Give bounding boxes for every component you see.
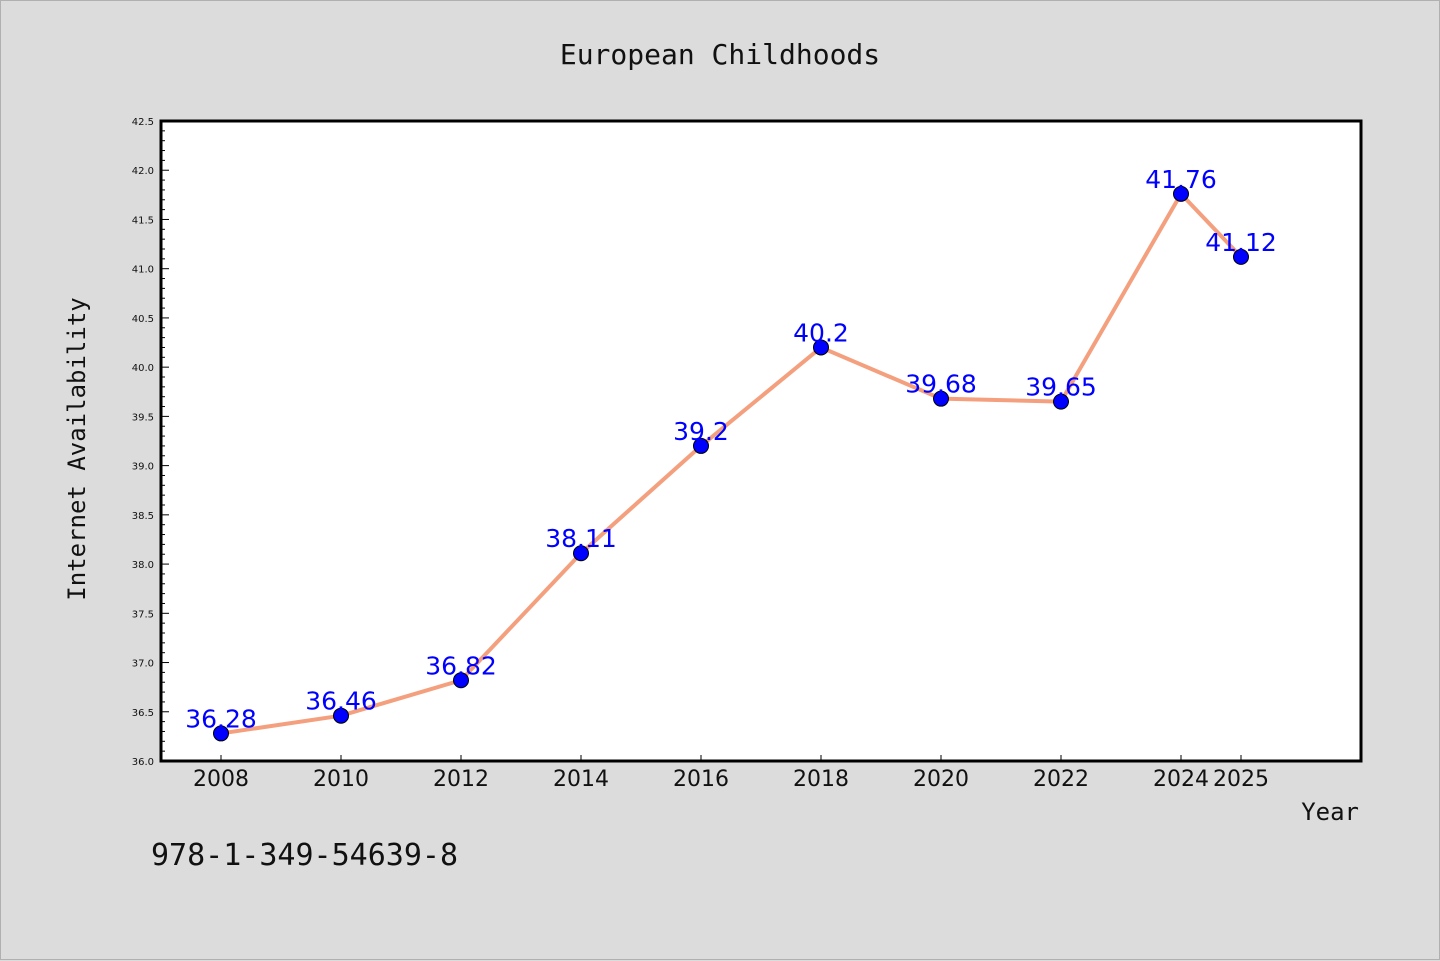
y-tick-label: 40.0 — [132, 363, 154, 374]
y-tick-label: 38.0 — [132, 560, 154, 571]
y-tick-label: 39.0 — [132, 462, 154, 473]
data-point — [693, 437, 709, 454]
y-tick-label: 36.0 — [132, 757, 154, 768]
x-tick-label: 2018 — [793, 767, 849, 792]
x-tick-label: 2025 — [1213, 767, 1269, 792]
y-tick-label: 40.5 — [132, 314, 154, 325]
x-axis-label: Year — [1301, 798, 1359, 826]
data-label: 41.76 — [1145, 165, 1217, 194]
data-point — [1233, 248, 1249, 265]
data-label: 36.82 — [425, 651, 497, 680]
x-tick-label: 2008 — [193, 767, 249, 792]
data-label: 36.28 — [185, 704, 257, 733]
data-point — [453, 672, 469, 689]
y-tick-label: 37.0 — [132, 659, 154, 670]
data-point — [1173, 185, 1189, 202]
data-point — [813, 339, 829, 356]
y-tick-label: 37.5 — [132, 609, 154, 620]
data-label: 39.65 — [1025, 373, 1097, 402]
data-point — [1053, 393, 1069, 410]
y-axis-label: Internet Availability — [63, 297, 91, 600]
x-tick-label: 2014 — [553, 767, 609, 792]
data-label: 41.12 — [1205, 228, 1277, 257]
y-tick-label: 42.0 — [132, 166, 154, 177]
data-point — [213, 725, 229, 742]
data-label: 39.68 — [905, 370, 977, 399]
y-tick-label: 42.5 — [132, 117, 154, 128]
x-tick-label: 2012 — [433, 767, 489, 792]
x-tick-label: 2020 — [913, 767, 969, 792]
y-tick-label: 41.5 — [132, 215, 154, 226]
y-tick-label: 41.0 — [132, 265, 154, 276]
series-line — [220, 191, 1243, 736]
x-axis: 2008 2010 2012 2014 2016 2018 2020 2022 2024 2025 — [193, 755, 1269, 792]
data-label: 40.2 — [793, 318, 849, 347]
y-tick-label: 36.5 — [132, 708, 154, 719]
x-tick-label: 2016 — [673, 767, 729, 792]
y-axis: 36.0 36.5 37.0 37.5 38.0 38.5 39.0 39.5 40.0 40.5… — [132, 117, 169, 768]
x-tick-label: 2022 — [1033, 767, 1089, 792]
series: 36.28 36.46 36.82 38.11 39.2 40.2 39.68 39.65 41… — [185, 165, 1277, 742]
data-point — [333, 707, 349, 724]
data-point — [573, 545, 589, 562]
data-point — [933, 390, 949, 407]
x-tick-label: 2010 — [313, 767, 369, 792]
footer-isbn: 978-1-349-54639-8 — [151, 838, 458, 873]
y-tick-label: 38.5 — [132, 511, 154, 522]
data-label: 36.46 — [305, 687, 377, 716]
chart-title: European Childhoods — [560, 38, 880, 71]
plot-area — [159, 119, 1363, 763]
data-label: 39.2 — [673, 417, 729, 446]
x-tick-label: 2024 — [1153, 767, 1209, 792]
y-tick-label: 39.5 — [132, 412, 154, 423]
data-label: 38.11 — [545, 524, 617, 553]
